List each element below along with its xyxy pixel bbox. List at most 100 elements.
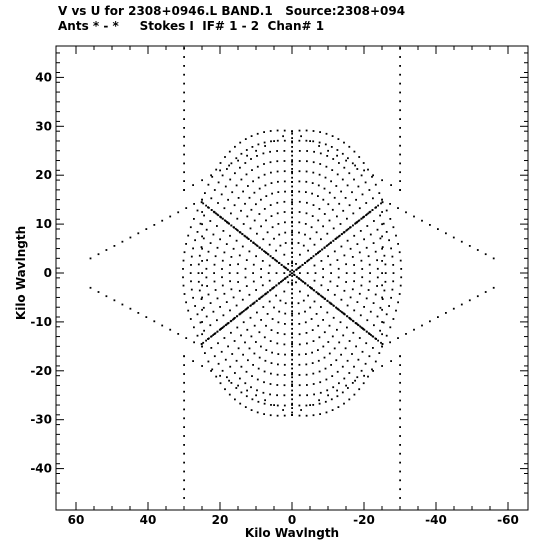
uv-point (347, 387, 349, 389)
uv-point (318, 208, 321, 210)
uv-point (322, 268, 324, 270)
uv-point (348, 372, 351, 374)
uv-point (257, 143, 260, 146)
uv-point (319, 163, 322, 165)
uv-point (258, 331, 261, 334)
uv-point (278, 282, 281, 285)
uv-point (348, 145, 351, 148)
uv-point (318, 336, 321, 339)
uv-point (360, 259, 363, 262)
uv-point (213, 263, 216, 266)
uv-point (398, 251, 401, 254)
uv-point (338, 341, 341, 344)
uv-point (298, 312, 300, 315)
uv-point (298, 343, 301, 346)
uv-point (299, 265, 302, 268)
uv-point (224, 220, 227, 222)
uv-point (240, 152, 243, 155)
uv-point (246, 389, 248, 392)
uv-point (381, 298, 384, 300)
uv-point (340, 311, 343, 313)
uv-point (331, 135, 334, 137)
uv-point (335, 185, 338, 187)
uv-point (229, 264, 231, 266)
uv-point (399, 153, 401, 156)
uv-point (399, 479, 401, 482)
uv-point (260, 276, 262, 279)
uv-point (198, 254, 201, 257)
uv-point (183, 171, 185, 174)
uv-point (348, 172, 351, 175)
uv-point (183, 118, 185, 120)
uv-point (240, 209, 242, 212)
uv-point (309, 237, 312, 240)
uv-point (399, 180, 401, 182)
uv-point (291, 170, 293, 173)
uv-point (355, 345, 357, 348)
uv-point (182, 284, 185, 287)
uv-point (322, 276, 324, 279)
uv-point (278, 262, 281, 264)
uv-point (225, 243, 228, 245)
uv-point (283, 180, 286, 183)
uv-point (201, 179, 203, 182)
uv-point (372, 174, 374, 177)
uv-point (289, 270, 292, 273)
uv-point (203, 214, 205, 217)
uv-point (209, 302, 212, 304)
uv-point (306, 160, 308, 163)
uv-point (327, 149, 329, 152)
uv-point (269, 255, 272, 258)
uv-point (198, 289, 201, 292)
uv-point (182, 259, 185, 262)
uv-point (250, 239, 252, 242)
uv-point (210, 209, 213, 211)
uv-point (452, 307, 455, 310)
y-tick-label: 40 (35, 70, 52, 84)
uv-point (265, 251, 268, 254)
uv-point (291, 305, 293, 308)
uv-point (283, 211, 286, 213)
uv-point (383, 254, 386, 257)
uv-point (277, 321, 280, 324)
uv-point (264, 250, 266, 253)
uv-point (225, 301, 228, 303)
uv-point (284, 323, 286, 325)
uv-point (370, 334, 372, 336)
uv-point (302, 281, 305, 283)
uv-point (399, 444, 401, 446)
uv-point (268, 279, 271, 282)
uv-point (215, 168, 218, 171)
uv-point (282, 409, 284, 411)
uv-point (247, 359, 249, 362)
uv-point (183, 82, 185, 85)
uv-point (145, 228, 148, 230)
uv-point (244, 138, 247, 140)
uv-point (336, 149, 339, 151)
uv-point (399, 497, 401, 499)
uv-point (201, 296, 203, 299)
uv-point (318, 173, 321, 176)
uv-point (368, 211, 371, 214)
uv-point (183, 144, 185, 147)
uv-point (365, 297, 368, 300)
uv-point (348, 316, 351, 319)
uv-point (317, 195, 319, 197)
uv-point (354, 322, 357, 324)
uv-point (194, 305, 196, 307)
uv-point (216, 213, 219, 216)
uv-point (321, 248, 324, 251)
uv-point (372, 242, 375, 244)
uv-point (243, 234, 246, 237)
uv-point (183, 417, 185, 420)
uv-point (357, 185, 360, 188)
uv-point (276, 201, 279, 204)
uv-point (297, 302, 300, 305)
uv-point (213, 189, 216, 191)
uv-point (291, 341, 293, 343)
uv-point (212, 233, 215, 236)
uv-point (398, 293, 401, 295)
uv-point (284, 242, 287, 244)
uv-point (362, 382, 365, 385)
uv-point (271, 287, 274, 290)
